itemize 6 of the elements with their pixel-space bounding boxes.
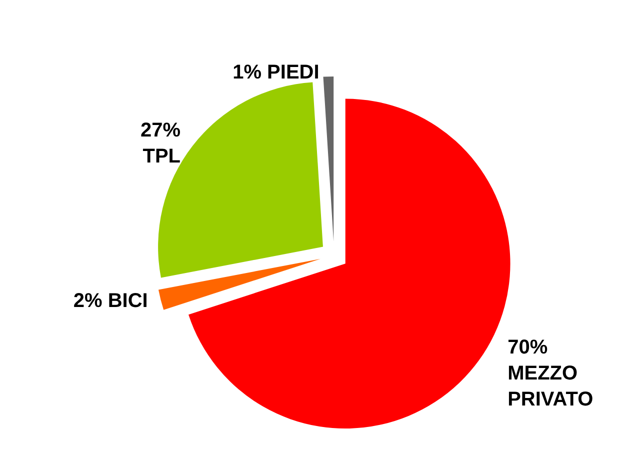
slice-label: MEZZO PRIVATO: [508, 362, 594, 410]
slice-label: 2% BICI: [73, 290, 148, 312]
slice-label: 1% PIEDI: [232, 62, 320, 84]
data-label: 27%: [140, 119, 181, 142]
slice-label: TPL: [142, 145, 181, 168]
data-label: 70%: [508, 336, 548, 358]
